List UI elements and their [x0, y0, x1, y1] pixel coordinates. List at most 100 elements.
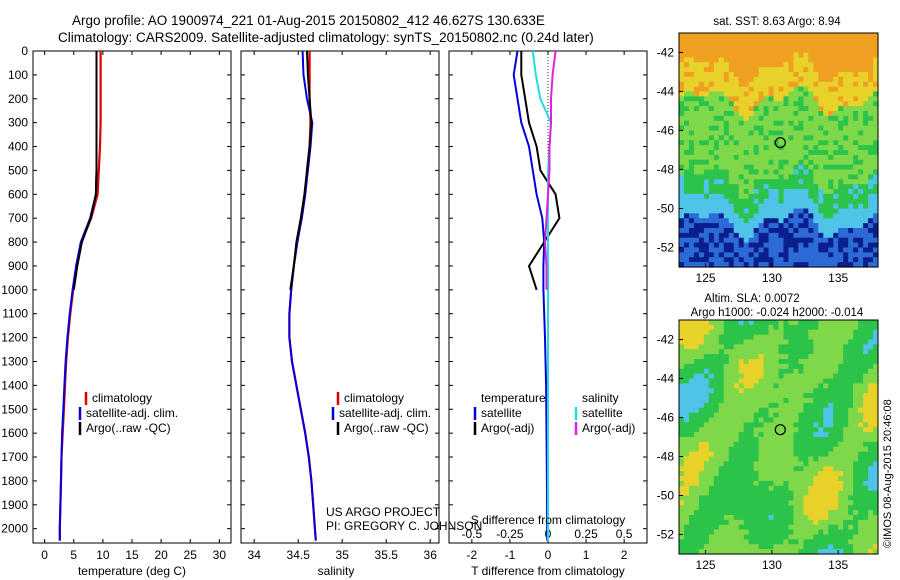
map-cell	[783, 193, 790, 200]
map-cell	[843, 140, 849, 146]
map-cell	[768, 349, 775, 355]
map-cell	[838, 515, 844, 521]
map-cell	[818, 72, 824, 78]
map-cell	[808, 145, 814, 151]
map-cell	[828, 159, 834, 166]
map-cell	[788, 471, 795, 477]
map-cell	[828, 510, 834, 516]
map-cell	[833, 544, 839, 550]
map-cell	[703, 106, 710, 112]
map-cell	[788, 495, 795, 501]
map-cell	[738, 86, 745, 93]
map-cell	[713, 232, 720, 239]
map-cell	[783, 324, 790, 331]
map-cell	[693, 407, 700, 414]
map-cell	[718, 324, 725, 331]
map-cell	[853, 466, 859, 472]
map-cell	[838, 262, 844, 268]
map-cell	[823, 86, 829, 93]
map-cell	[708, 130, 715, 136]
map-cell	[713, 417, 720, 423]
map-cell	[813, 140, 819, 146]
map-cell	[738, 456, 745, 462]
map-cell	[698, 427, 705, 433]
map-cell	[843, 125, 849, 132]
map-cell	[748, 193, 755, 200]
map-cell	[703, 111, 710, 117]
map-cell	[773, 179, 780, 185]
map-cell	[873, 67, 879, 73]
map-cell	[733, 529, 740, 536]
map-cell	[863, 476, 869, 482]
map-cell	[833, 169, 839, 175]
map-cell	[688, 130, 695, 136]
map-cell	[683, 407, 690, 414]
map-cell	[868, 247, 874, 253]
map-cell	[828, 125, 834, 132]
map-cell	[873, 354, 879, 360]
map-cell	[823, 62, 829, 68]
map-cell	[803, 57, 809, 63]
map-cell	[718, 466, 725, 472]
map-cell	[683, 354, 690, 360]
map-cell	[828, 437, 834, 443]
map-cell	[758, 125, 765, 132]
map-cell	[743, 495, 750, 501]
map-cell	[698, 495, 705, 501]
map-cell	[863, 145, 869, 151]
map-cell	[848, 320, 854, 326]
map-cell	[693, 544, 700, 550]
map-cell	[768, 252, 775, 258]
map-cell	[778, 529, 785, 536]
salinity-panel-frame	[240, 50, 440, 544]
map-cell	[848, 544, 854, 550]
map-cell	[833, 539, 839, 545]
map-cell	[803, 539, 809, 545]
map-cell	[698, 544, 705, 550]
map-cell	[723, 101, 730, 107]
map-cell	[818, 500, 824, 506]
map-cell	[758, 232, 765, 239]
map-cell	[728, 62, 735, 68]
map-cell	[688, 213, 695, 219]
map-cell	[838, 412, 844, 419]
map-cell	[808, 388, 814, 394]
map-cell	[758, 534, 765, 540]
map-cell	[858, 67, 864, 73]
map-cell	[683, 524, 690, 531]
map-cell	[738, 101, 745, 107]
map-cell	[843, 368, 849, 375]
map-cell	[783, 218, 790, 224]
map-cell	[713, 398, 720, 404]
map-cell	[793, 135, 799, 141]
salinity-legend: climatology satellite-adj. clim. Argo(..…	[331, 391, 431, 435]
map-cell	[688, 529, 695, 536]
map-cell	[863, 237, 869, 244]
sst-map-frame	[678, 32, 879, 268]
map-cell	[763, 242, 770, 249]
map-cell	[833, 407, 839, 414]
legend-argo: Argo(..raw -QC)	[344, 421, 429, 435]
map-cell	[723, 174, 730, 180]
map-cell	[833, 339, 839, 345]
map-cell	[823, 203, 829, 210]
map-cell	[738, 198, 745, 205]
map-cell	[733, 62, 740, 68]
map-cell	[848, 150, 854, 156]
map-cell	[828, 135, 834, 141]
map-cell	[728, 363, 735, 370]
map-cell	[703, 257, 710, 263]
map-cell	[723, 262, 730, 268]
map-cell	[698, 135, 705, 141]
map-cell	[843, 490, 849, 497]
map-cell	[679, 198, 685, 205]
map-cell	[803, 120, 809, 127]
map-cell	[683, 247, 690, 253]
map-cell	[753, 169, 760, 175]
map-cell	[773, 451, 780, 458]
map-cell	[803, 451, 809, 458]
map-cell	[728, 169, 735, 175]
map-cell	[708, 534, 715, 540]
map-cell	[728, 451, 735, 458]
map-cell	[838, 115, 844, 122]
